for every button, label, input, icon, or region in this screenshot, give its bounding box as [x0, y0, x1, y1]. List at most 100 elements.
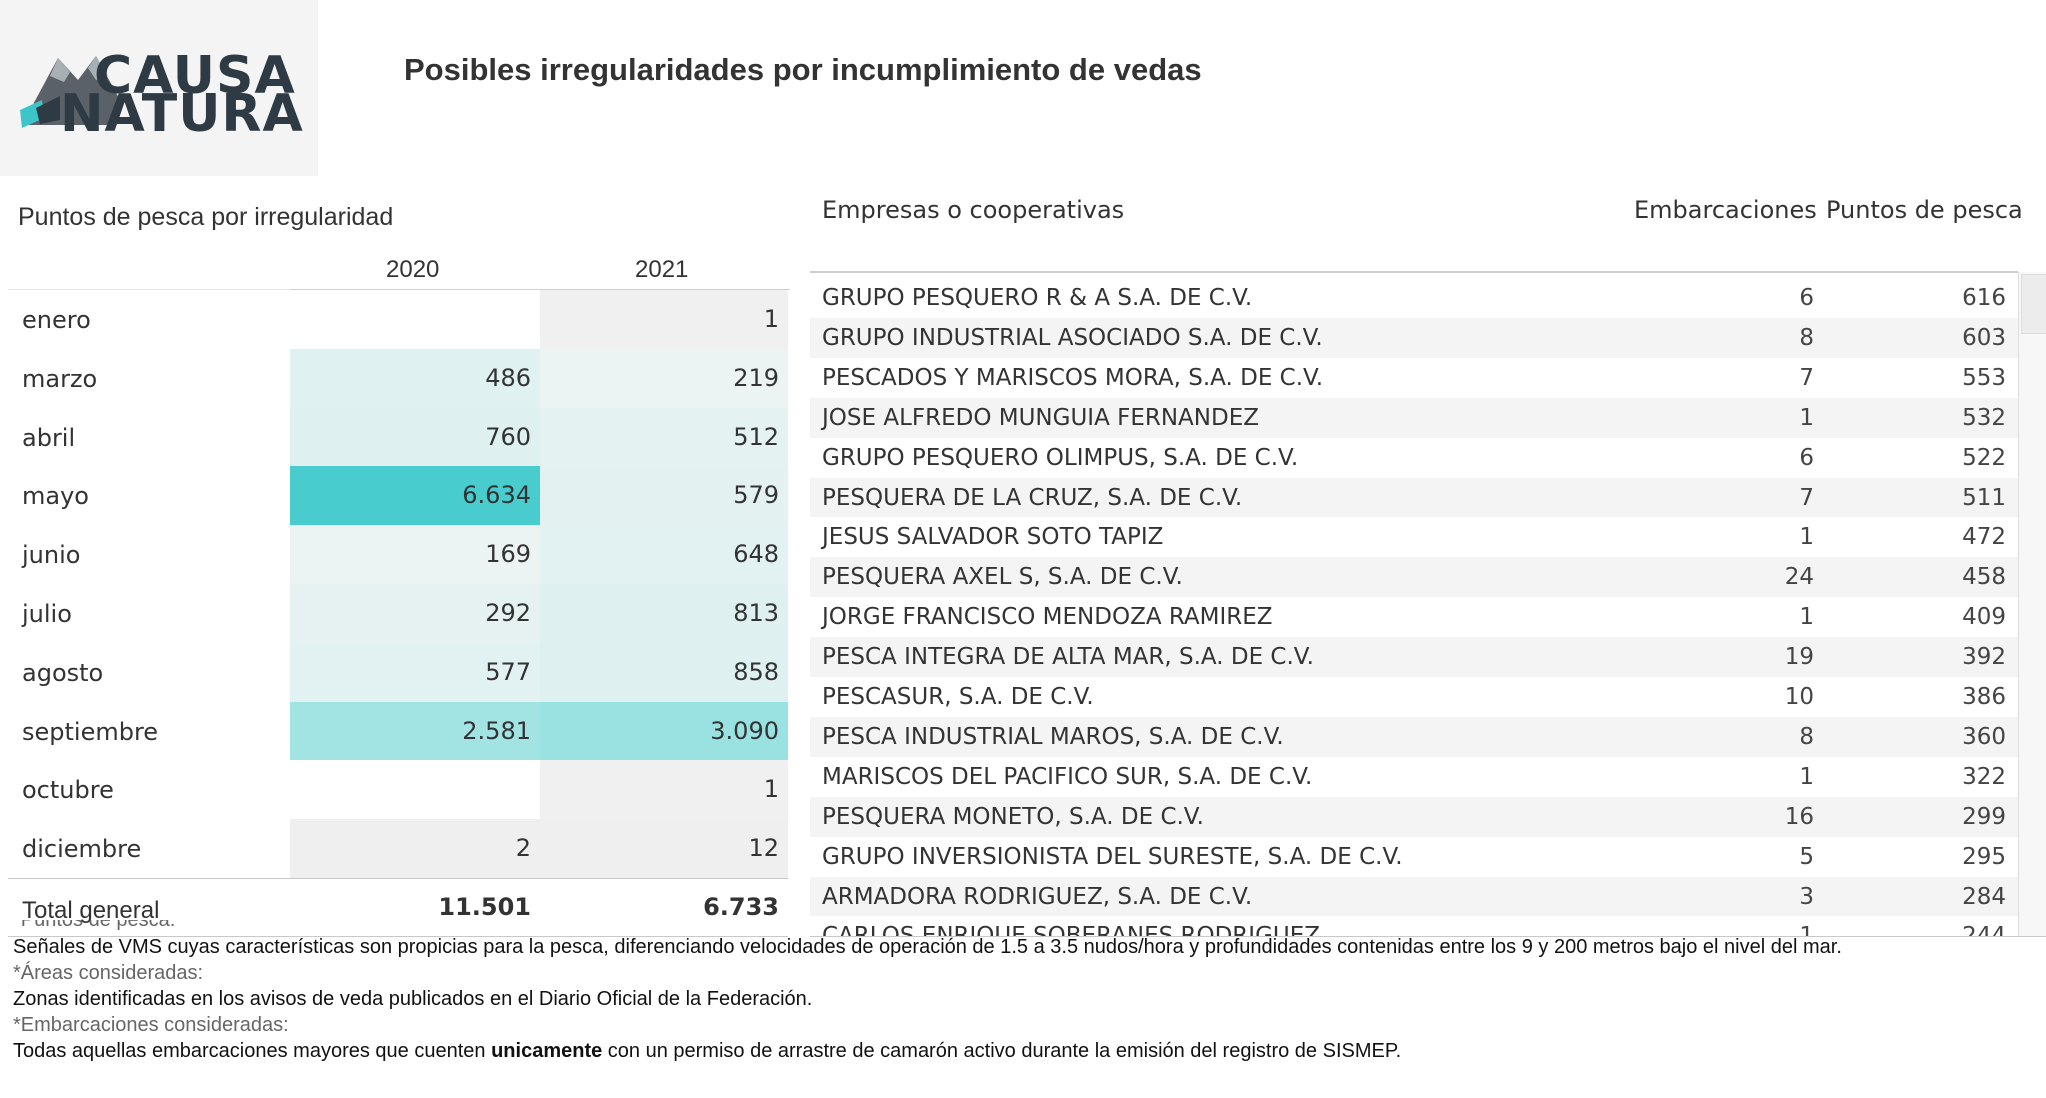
cell-2021[interactable]: 219	[540, 348, 788, 408]
cell-2020[interactable]: 577	[290, 642, 540, 702]
company-name: JOSE ALFREDO MUNGUIA FERNANDEZ	[822, 404, 1259, 431]
left-table-title: Puntos de pesca por irregularidad	[18, 203, 394, 231]
cell-2020[interactable]: 169	[290, 525, 540, 585]
cell-2021[interactable]: 858	[540, 642, 788, 702]
embarcaciones-value: 1	[1799, 524, 1814, 551]
month-label: junio	[22, 541, 81, 570]
puntos-value: 616	[1962, 285, 2006, 311]
company-name: MARISCOS DEL PACIFICO SUR, S.A. DE C.V.	[822, 763, 1313, 790]
cell-2021[interactable]: 579	[540, 466, 788, 526]
table-row[interactable]: PESQUERA AXEL S, S.A. DE C.V. 24 458	[810, 557, 2018, 598]
table-row[interactable]: ARMADORA RODRIGUEZ, S.A. DE C.V. 3 284	[810, 876, 2018, 917]
month-label: enero	[22, 306, 91, 334]
total-2020: 11.501	[438, 893, 531, 921]
header-embarcaciones: Embarcaciones	[1634, 196, 1817, 224]
cell-2020[interactable]: 292	[290, 584, 540, 643]
note-emphasis: unicamente	[491, 1040, 603, 1062]
note-label-embarcaciones: *Embarcaciones consideradas:	[13, 1014, 289, 1036]
embarcaciones-value: 19	[1784, 644, 1814, 671]
table-row[interactable]: GRUPO PESQUERO OLIMPUS, S.A. DE C.V. 6 522	[810, 437, 2018, 478]
embarcaciones-value: 5	[1799, 843, 1814, 870]
puntos-value: 295	[1962, 843, 2006, 870]
cell-2020[interactable]: 486	[290, 348, 540, 408]
company-name: PESQUERA AXEL S, S.A. DE C.V.	[822, 564, 1183, 591]
cell-2020[interactable]: 2.581	[290, 701, 540, 761]
embarcaciones-value: 6	[1799, 444, 1814, 471]
company-name: GRUPO INDUSTRIAL ASOCIADO S.A. DE C.V.	[822, 324, 1323, 351]
table-row[interactable]: GRUPO INVERSIONISTA DEL SURESTE, S.A. DE…	[810, 836, 2018, 877]
right-table-bottom-line	[810, 936, 2046, 937]
table-row[interactable]: PESCASUR, S.A. DE C.V. 10 386	[810, 677, 2018, 717]
puntos-value: 458	[1962, 564, 2006, 591]
company-name: GRUPO PESQUERO R & A S.A. DE C.V.	[822, 285, 1253, 311]
right-table-body[interactable]: GRUPO PESQUERO R & A S.A. DE C.V. 6 616 GRU…	[810, 274, 2018, 936]
total-label: Total general	[22, 897, 160, 924]
scrollbar-thumb[interactable]	[2021, 274, 2046, 334]
logo-line1: CAUSA	[94, 46, 296, 106]
company-name: JORGE FRANCISCO MENDOZA RAMIREZ	[822, 604, 1273, 631]
embarcaciones-value: 1	[1799, 763, 1814, 790]
table-row[interactable]: PESQUERA MONETO, S.A. DE C.V. 16 299	[810, 796, 2018, 837]
total-row: Total general 11.501 6.733	[8, 879, 788, 936]
month-label: agosto	[22, 658, 104, 687]
puntos-value: 409	[1962, 604, 2006, 631]
table-row[interactable]: GRUPO INDUSTRIAL ASOCIADO S.A. DE C.V. 8 6…	[810, 317, 2018, 358]
header-2020: 2020	[386, 256, 440, 283]
puntos-value: 392	[1962, 644, 2006, 671]
note-label-puntos: *Puntos de pesca:	[13, 920, 176, 931]
table-row: mayo 6.634 579	[8, 466, 788, 526]
month-label: marzo	[22, 364, 98, 393]
company-name: PESQUERA DE LA CRUZ, S.A. DE C.V.	[822, 484, 1243, 511]
header-divider-left	[8, 289, 290, 290]
cell-2021[interactable]: 648	[540, 525, 788, 585]
company-name: GRUPO INVERSIONISTA DEL SURESTE, S.A. DE…	[822, 843, 1403, 870]
puntos-value: 603	[1962, 324, 2006, 351]
cell-2020[interactable]	[290, 290, 540, 349]
puntos-value: 360	[1962, 723, 2006, 750]
cell-2021[interactable]: 1	[540, 290, 788, 349]
embarcaciones-value: 7	[1799, 484, 1814, 511]
embarcaciones-value: 1	[1799, 604, 1814, 631]
table-row[interactable]: JOSE ALFREDO MUNGUIA FERNANDEZ 1 532	[810, 397, 2018, 438]
embarcaciones-value: 8	[1799, 723, 1814, 750]
table-row[interactable]: CARLOS ENRIQUE SOBERANES RODRIGUEZ 1 244	[810, 916, 2018, 936]
cell-2021[interactable]: 512	[540, 407, 788, 467]
header-puntos-de-pesca: Puntos de pesca	[1826, 196, 2023, 224]
table-row[interactable]: PESCA INDUSTRIAL MAROS, S.A. DE C.V. 8 360	[810, 716, 2018, 757]
header-empresas: Empresas o cooperativas	[822, 196, 1125, 224]
table-row[interactable]: MARISCOS DEL PACIFICO SUR, S.A. DE C.V. 1…	[810, 756, 2018, 797]
puntos-value: 284	[1962, 883, 2006, 910]
puntos-value: 532	[1962, 404, 2006, 431]
left-table-bottom-line	[8, 936, 788, 937]
cell-2021[interactable]: 12	[540, 819, 788, 879]
vertical-scrollbar[interactable]	[2018, 272, 2046, 936]
cell-2020[interactable]	[290, 760, 540, 820]
table-row[interactable]: JESUS SALVADOR SOTO TAPIZ 1 472	[810, 517, 2018, 558]
puntos-value: 322	[1962, 763, 2006, 790]
embarcaciones-value: 3	[1799, 883, 1814, 910]
table-row[interactable]: GRUPO PESQUERO R & A S.A. DE C.V. 6 616	[810, 278, 2018, 318]
table-row[interactable]: PESQUERA DE LA CRUZ, S.A. DE C.V. 7 511	[810, 477, 2018, 518]
table-row: abril 760 512	[8, 407, 788, 467]
note-text-puntos: Señales de VMS cuyas características son…	[13, 937, 1842, 958]
cell-2021[interactable]: 813	[540, 584, 788, 643]
cell-2020[interactable]: 2	[290, 819, 540, 879]
logo: CAUSA NATURA	[0, 0, 318, 176]
right-header-divider	[810, 271, 2018, 273]
cell-2021[interactable]: 1	[540, 760, 788, 820]
company-name: ARMADORA RODRIGUEZ, S.A. DE C.V.	[822, 883, 1253, 910]
table-row: marzo 486 219	[8, 348, 788, 408]
table-row[interactable]: JORGE FRANCISCO MENDOZA RAMIREZ 1 409	[810, 597, 2018, 638]
month-label: abril	[22, 423, 76, 452]
puntos-value: 244	[1962, 923, 2006, 936]
cell-2020[interactable]: 760	[290, 407, 540, 467]
cell-2020[interactable]: 6.634	[290, 466, 540, 526]
table-row[interactable]: PESCADOS Y MARISCOS MORA, S.A. DE C.V. 7 5…	[810, 357, 2018, 398]
cell-2021[interactable]: 3.090	[540, 701, 788, 761]
month-label: mayo	[22, 482, 89, 511]
table-row[interactable]: PESCA INTEGRA DE ALTA MAR, S.A. DE C.V. 1…	[810, 637, 2018, 678]
company-name: JESUS SALVADOR SOTO TAPIZ	[822, 524, 1164, 551]
embarcaciones-value: 1	[1799, 923, 1814, 936]
note-label-areas: *Áreas consideradas:	[13, 962, 204, 984]
table-row: septiembre 2.581 3.090	[8, 701, 788, 761]
